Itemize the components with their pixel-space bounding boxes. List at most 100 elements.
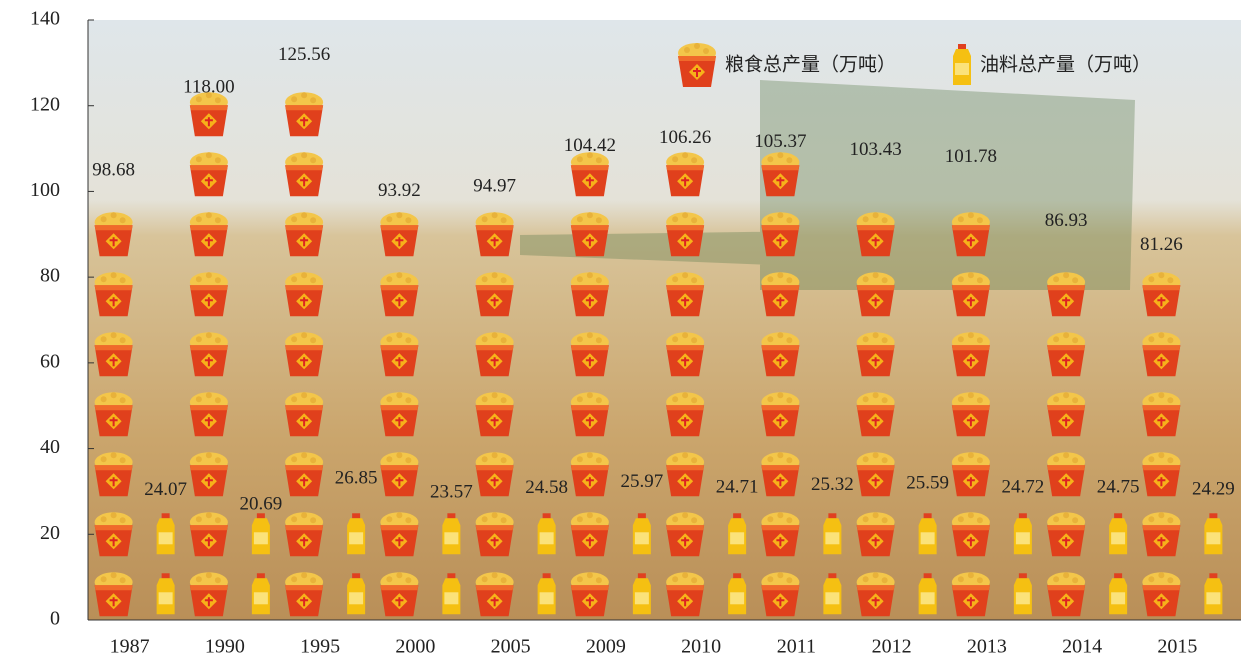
value-label: 105.37 bbox=[754, 131, 806, 152]
x-tick-label: 2011 bbox=[777, 636, 816, 658]
legend-label: 粮食总产量（万吨） bbox=[725, 53, 896, 75]
icon bbox=[285, 212, 323, 256]
icon bbox=[95, 452, 133, 496]
icon bbox=[633, 573, 651, 614]
icon bbox=[952, 512, 990, 556]
legend-icon bbox=[678, 43, 716, 87]
icon bbox=[728, 573, 746, 614]
icon bbox=[761, 452, 799, 496]
icon bbox=[1047, 332, 1085, 376]
icon bbox=[761, 392, 799, 436]
icon bbox=[190, 272, 228, 316]
icon bbox=[380, 512, 418, 556]
icon bbox=[666, 452, 704, 496]
value-label: 24.29 bbox=[1192, 478, 1235, 499]
value-label: 94.97 bbox=[473, 175, 516, 196]
value-label: 81.26 bbox=[1140, 234, 1183, 255]
value-label: 106.26 bbox=[659, 127, 711, 148]
value-label: 25.32 bbox=[811, 474, 854, 495]
value-label: 25.97 bbox=[621, 471, 664, 492]
icon bbox=[571, 152, 609, 196]
icon bbox=[95, 392, 133, 436]
icon bbox=[95, 332, 133, 376]
icon bbox=[633, 513, 651, 554]
icon bbox=[476, 332, 514, 376]
icon bbox=[857, 452, 895, 496]
icon bbox=[952, 452, 990, 496]
icon bbox=[1047, 572, 1085, 616]
icon bbox=[857, 272, 895, 316]
chart: 020406080100120140198798.6824.071990118.… bbox=[0, 0, 1241, 660]
icon bbox=[857, 512, 895, 556]
icon bbox=[857, 212, 895, 256]
icon bbox=[571, 392, 609, 436]
value-label: 24.75 bbox=[1097, 476, 1140, 497]
icon bbox=[476, 392, 514, 436]
icon bbox=[857, 392, 895, 436]
icon bbox=[380, 572, 418, 616]
icon bbox=[761, 272, 799, 316]
icon bbox=[95, 272, 133, 316]
icon bbox=[347, 513, 365, 554]
icon bbox=[476, 512, 514, 556]
icon bbox=[1142, 452, 1180, 496]
icon bbox=[952, 392, 990, 436]
icon bbox=[761, 212, 799, 256]
icon bbox=[952, 272, 990, 316]
icon bbox=[1142, 392, 1180, 436]
icon bbox=[285, 572, 323, 616]
icon bbox=[666, 272, 704, 316]
value-label: 24.58 bbox=[525, 477, 568, 498]
icon bbox=[666, 512, 704, 556]
icon bbox=[1014, 573, 1032, 614]
x-tick-label: 2010 bbox=[681, 636, 721, 658]
icon bbox=[571, 512, 609, 556]
x-tick-label: 1995 bbox=[300, 636, 340, 658]
icon bbox=[476, 272, 514, 316]
icon bbox=[190, 392, 228, 436]
icon bbox=[1047, 512, 1085, 556]
x-tick-label: 1987 bbox=[110, 636, 150, 658]
icon bbox=[380, 452, 418, 496]
icon bbox=[190, 452, 228, 496]
icon bbox=[761, 332, 799, 376]
icon bbox=[919, 573, 937, 614]
icon bbox=[1204, 573, 1222, 614]
icon bbox=[952, 332, 990, 376]
icon bbox=[380, 212, 418, 256]
icon bbox=[95, 212, 133, 256]
icon bbox=[285, 452, 323, 496]
icon bbox=[157, 573, 175, 614]
icon bbox=[380, 332, 418, 376]
icon bbox=[823, 513, 841, 554]
icon bbox=[442, 513, 460, 554]
grain-stack bbox=[190, 92, 228, 616]
value-label: 24.07 bbox=[144, 479, 187, 500]
x-tick-label: 2005 bbox=[491, 636, 531, 658]
icon bbox=[666, 332, 704, 376]
value-label: 25.59 bbox=[906, 473, 949, 494]
icon bbox=[1109, 513, 1127, 554]
icon bbox=[952, 212, 990, 256]
value-label: 93.92 bbox=[378, 180, 421, 201]
x-tick-label: 2015 bbox=[1157, 636, 1197, 658]
y-tick-label: 80 bbox=[40, 265, 60, 287]
icon bbox=[571, 212, 609, 256]
icon bbox=[252, 513, 270, 554]
y-tick-label: 120 bbox=[30, 93, 60, 115]
icon bbox=[252, 573, 270, 614]
legend-icon bbox=[953, 44, 971, 85]
icon bbox=[380, 272, 418, 316]
icon bbox=[285, 332, 323, 376]
icon bbox=[190, 332, 228, 376]
icon bbox=[1142, 332, 1180, 376]
icon bbox=[476, 212, 514, 256]
value-label: 125.56 bbox=[278, 44, 330, 65]
icon bbox=[761, 512, 799, 556]
icon bbox=[666, 392, 704, 436]
icon bbox=[190, 212, 228, 256]
icon bbox=[285, 512, 323, 556]
icon bbox=[761, 572, 799, 616]
value-label: 20.69 bbox=[240, 494, 283, 515]
icon bbox=[1142, 272, 1180, 316]
